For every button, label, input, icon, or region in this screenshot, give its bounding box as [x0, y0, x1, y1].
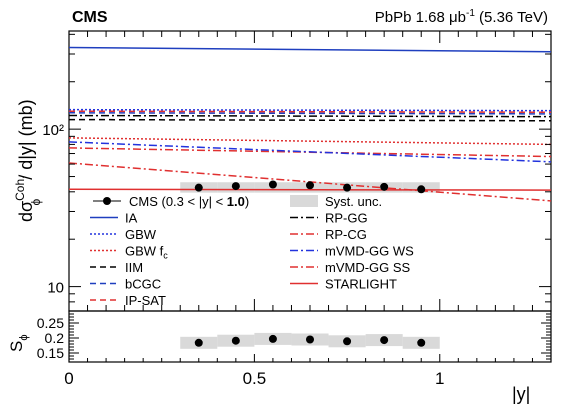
model-curve	[68, 112, 552, 115]
legend-label: STARLIGHT	[325, 277, 397, 292]
data-point	[380, 182, 389, 191]
model-curve	[68, 118, 552, 122]
experiment-label: CMS	[72, 9, 108, 26]
top-y-ticks: 10 10²	[42, 33, 551, 312]
dataset-label: PbPb 1.68 μb-1 (5.36 TeV)	[375, 8, 548, 26]
x-axis-ticks: 0 0.5 1	[64, 31, 552, 388]
legend-label: IA	[125, 211, 138, 226]
legend-label: Syst. unc.	[325, 194, 382, 209]
data-point	[306, 335, 314, 344]
data-point	[380, 336, 389, 345]
model-curve	[68, 141, 552, 163]
data-point	[194, 338, 203, 347]
data-point	[343, 183, 352, 192]
cms-data-points	[194, 180, 426, 194]
model-curve	[68, 137, 552, 146]
data-point	[231, 336, 240, 345]
data-point	[417, 185, 426, 194]
top-panel: 10 10² dσCoh.ϕ / d|y| (mb) CMS (0.3 < |y|…	[13, 30, 552, 312]
model-curve	[68, 188, 552, 191]
model-curve	[68, 114, 552, 118]
legend-label: bCGC	[125, 277, 161, 292]
x-axis-label: |y|	[512, 384, 530, 404]
legend-label: RP-CG	[325, 227, 367, 242]
bottom-y-axis-label: Sϕ	[7, 334, 30, 352]
data-point	[417, 338, 426, 347]
x-tick-label: 0	[64, 369, 73, 388]
model-curve	[68, 108, 552, 112]
model-curve	[68, 46, 552, 53]
bottom-y-ticks: 0.150.20.25	[37, 313, 551, 361]
legend-label: RP-GG	[325, 211, 368, 226]
y-tick-label: 0.15	[37, 345, 64, 361]
y-tick-label: 0.25	[37, 315, 64, 331]
model-curves	[68, 46, 552, 202]
y-tick-label: 10	[47, 280, 64, 297]
legend-label: IP-SAT	[125, 293, 166, 308]
y-tick-label: 0.2	[45, 330, 65, 346]
data-point	[268, 334, 277, 343]
data-point	[194, 183, 203, 192]
legend-label: GBW	[125, 227, 157, 242]
legend-label: mVMD-GG SS	[325, 260, 411, 275]
legend-label: CMS (0.3 < |y| < 1.0)	[129, 194, 249, 209]
data-point	[231, 182, 240, 191]
legend-label: GBW fc	[125, 244, 168, 261]
x-tick-label: 1	[435, 369, 444, 388]
y-tick-label: 10²	[42, 122, 64, 139]
model-curve	[68, 110, 552, 114]
bottom-panel: 0.150.20.25 Sϕ	[7, 310, 552, 363]
x-tick-label: 0.5	[243, 369, 267, 388]
top-y-axis-label: dσCoh.ϕ / d|y| (mb)	[13, 99, 43, 222]
legend-label: mVMD-GG WS	[325, 244, 414, 259]
data-point	[306, 181, 314, 190]
legend-label: IIM	[125, 260, 143, 275]
data-point	[268, 180, 277, 189]
legend-syst-box	[290, 195, 318, 207]
s-phi-data-points	[194, 334, 426, 347]
data-point	[343, 337, 352, 346]
